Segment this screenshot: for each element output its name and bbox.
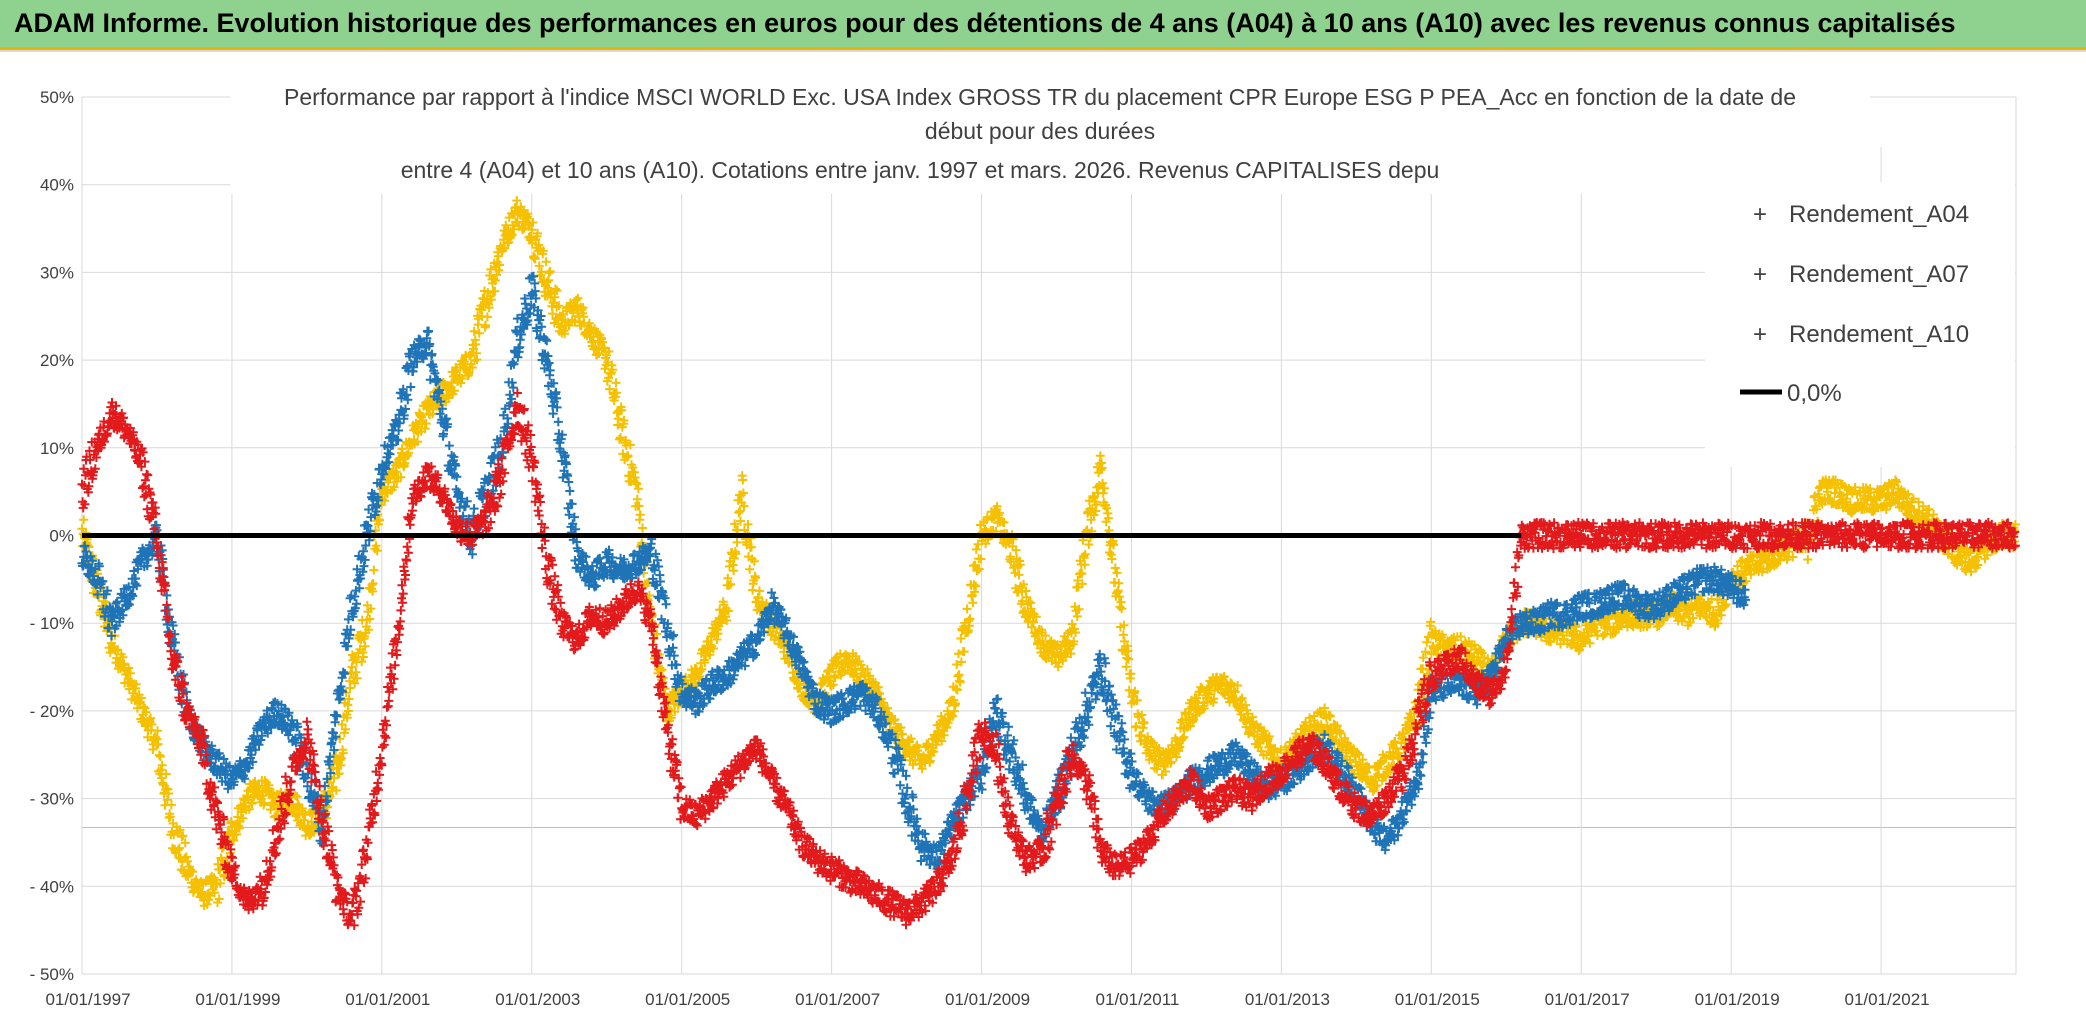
page-banner: ADAM Informe. Evolution historique des p…: [0, 0, 2086, 50]
legend-marker-a04: +: [1753, 201, 1767, 228]
scatter-points-layer: [77, 196, 2020, 930]
chart-title-line-1: Performance par rapport à l'indice MSCI …: [284, 84, 1796, 110]
x-tick-label: 01/01/2007: [795, 990, 880, 1009]
performance-chart: 50% 40% 30% 20% 10% 0% - 10% - 20% - 30% - 40% - 5…: [30, 76, 2020, 1009]
chart-title: Performance par rapport à l'indice MSCI …: [230, 76, 1870, 194]
x-tick-label: 01/01/2011: [1096, 990, 1180, 1009]
chart-title-line-3: entre 4 (A04) et 10 ans (A10). Cotations…: [401, 157, 1440, 183]
x-tick-label: 01/01/1999: [195, 990, 280, 1009]
x-tick-label: 01/01/2009: [945, 990, 1030, 1009]
y-tick-label: 0%: [49, 527, 74, 546]
x-tick-label: 01/01/2013: [1245, 990, 1330, 1009]
legend-marker-a07: +: [1753, 261, 1767, 288]
x-tick-label: 01/01/2021: [1845, 990, 1930, 1009]
x-tick-label: 01/01/2015: [1395, 990, 1480, 1009]
x-tick-label: 01/01/2019: [1695, 990, 1780, 1009]
legend-label-a10: Rendement_A10: [1789, 321, 1969, 348]
series-rendement_a10: [77, 388, 2020, 930]
scatter-markers-rendement_a10: [77, 388, 2020, 930]
chart-title-line-2: début pour des durées: [925, 118, 1155, 144]
legend-label-a07: Rendement_A07: [1789, 261, 1969, 288]
x-tick-label: 01/01/2003: [495, 990, 580, 1009]
y-tick-label: - 10%: [30, 614, 74, 633]
x-tick-label: 01/01/2001: [345, 990, 430, 1009]
y-tick-label: - 40%: [30, 877, 74, 896]
chart-frame: 50% 40% 30% 20% 10% 0% - 10% - 20% - 30% - 40% - 5…: [0, 50, 2086, 1031]
x-tick-label: 01/01/2017: [1545, 990, 1630, 1009]
legend-label-zero-line: 0,0%: [1787, 380, 1842, 407]
x-tick-label: 01/01/1997: [45, 990, 130, 1009]
y-tick-label: 50%: [40, 88, 74, 107]
axis-labels-layer: 50% 40% 30% 20% 10% 0% - 10% - 20% - 30% - 40% - 5…: [30, 88, 1930, 1009]
y-tick-label: 30%: [40, 263, 74, 282]
y-tick-label: - 30%: [30, 790, 74, 809]
legend-marker-a10: +: [1753, 321, 1767, 348]
x-tick-label: 01/01/2005: [645, 990, 730, 1009]
y-tick-label: 20%: [40, 351, 74, 370]
banner-title: ADAM Informe. Evolution historique des p…: [14, 8, 1956, 38]
legend-label-a04: Rendement_A04: [1789, 201, 1969, 228]
chart-legend: + Rendement_A04 + Rendement_A07 + Rendem…: [1705, 182, 2015, 467]
y-tick-label: 40%: [40, 176, 74, 195]
y-tick-label: 10%: [40, 439, 74, 458]
y-tick-label: - 50%: [30, 965, 74, 984]
y-tick-label: - 20%: [30, 702, 74, 721]
